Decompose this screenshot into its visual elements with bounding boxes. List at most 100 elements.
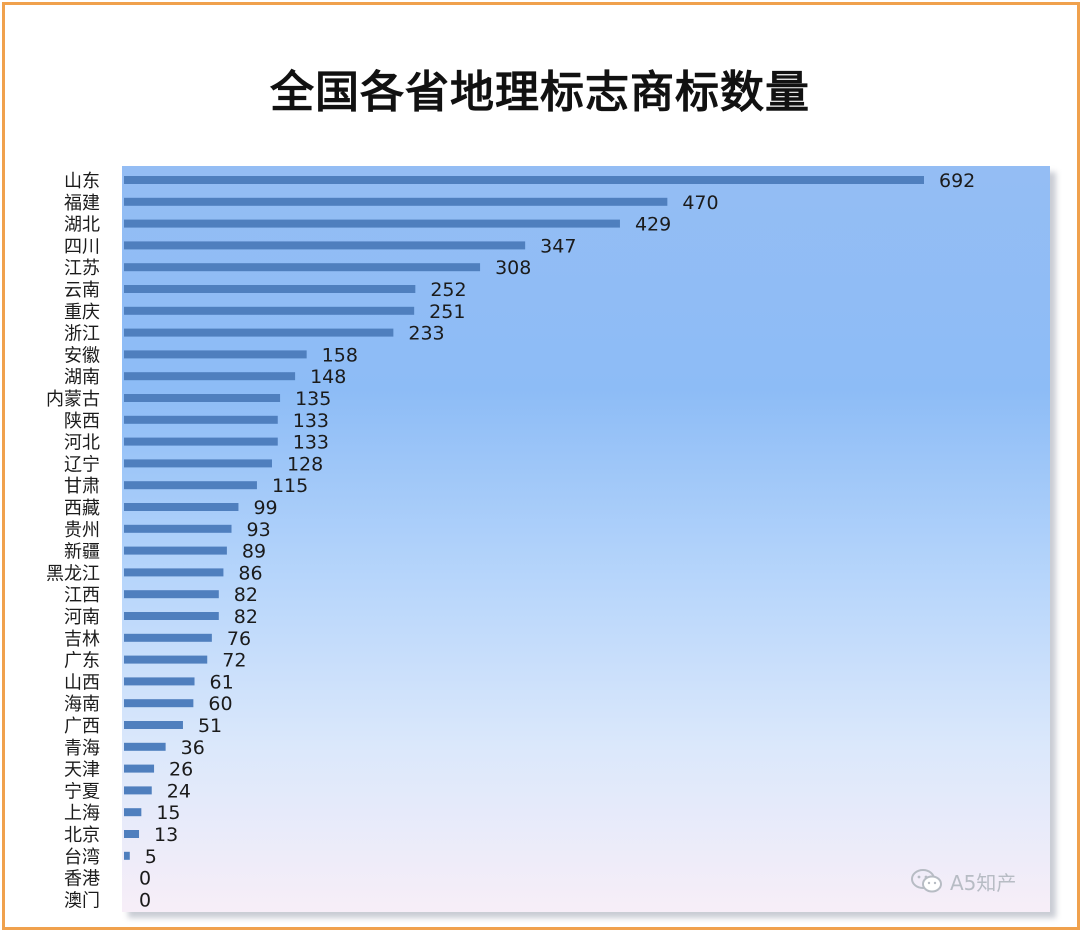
category-label: 福建 <box>64 193 100 214</box>
data-label: 158 <box>322 344 358 366</box>
category-label: 安徽 <box>64 345 100 366</box>
data-label: 308 <box>495 257 531 279</box>
bar <box>124 241 526 250</box>
category-label: 西藏 <box>64 498 100 519</box>
data-label: 76 <box>227 628 251 650</box>
data-label: 133 <box>293 410 329 432</box>
bar <box>124 176 924 184</box>
bar <box>124 546 227 555</box>
category-label: 新疆 <box>64 542 100 563</box>
watermark-text: A5知产 <box>950 870 1017 895</box>
data-label: 251 <box>429 301 465 323</box>
bar <box>124 285 416 293</box>
category-label: 陕西 <box>64 411 100 432</box>
bar <box>124 524 232 533</box>
bar <box>124 590 219 599</box>
bar <box>124 328 394 337</box>
category-label: 宁夏 <box>64 781 100 802</box>
bar <box>124 633 212 642</box>
data-label: 429 <box>635 214 671 236</box>
bar <box>124 742 166 751</box>
bar <box>124 394 281 402</box>
bar <box>124 677 195 686</box>
category-label: 辽宁 <box>64 454 100 475</box>
bar <box>124 786 152 795</box>
data-label: 5 <box>145 846 157 868</box>
category-label: 江西 <box>64 585 100 606</box>
category-label: 湖南 <box>64 367 100 388</box>
bar <box>124 655 208 664</box>
category-label: 澳门 <box>64 890 100 911</box>
data-label: 36 <box>181 737 205 759</box>
wechat-icon <box>911 869 942 893</box>
data-label: 61 <box>210 671 234 693</box>
bar <box>124 306 415 315</box>
bar <box>124 350 307 359</box>
data-label: 133 <box>293 432 329 454</box>
category-label: 吉林 <box>64 629 100 650</box>
bar <box>124 503 239 511</box>
bar <box>124 263 481 272</box>
data-label: 115 <box>272 475 308 497</box>
data-label: 26 <box>169 759 193 781</box>
bar <box>124 764 155 773</box>
category-label: 上海 <box>64 803 100 824</box>
category-label: 云南 <box>64 280 100 301</box>
bar <box>124 197 668 206</box>
category-label: 内蒙古 <box>46 389 100 410</box>
bar <box>124 699 194 708</box>
category-label: 江苏 <box>64 258 100 279</box>
category-label: 香港 <box>64 869 100 890</box>
data-label: 0 <box>139 868 151 890</box>
bar <box>124 830 140 838</box>
bar <box>124 437 278 446</box>
category-label: 河南 <box>64 607 100 628</box>
bar <box>124 721 183 729</box>
category-label: 广东 <box>64 651 100 672</box>
data-label: 51 <box>198 715 222 737</box>
data-label: 99 <box>253 497 277 519</box>
data-label: 24 <box>167 780 191 802</box>
data-label: 13 <box>154 824 178 846</box>
data-label: 148 <box>310 366 346 388</box>
watermark: A5知产 <box>910 866 1016 896</box>
data-label: 470 <box>682 192 718 214</box>
bar <box>124 808 142 817</box>
bar <box>124 459 272 468</box>
data-label: 252 <box>430 279 466 301</box>
data-label: 82 <box>234 606 258 628</box>
bar <box>124 612 219 620</box>
data-label: 15 <box>156 802 180 824</box>
category-label: 台湾 <box>64 847 100 868</box>
data-label: 72 <box>222 650 246 672</box>
bar <box>124 568 224 577</box>
data-label: 89 <box>242 541 266 563</box>
category-label: 重庆 <box>64 302 100 323</box>
data-label: 93 <box>247 519 271 541</box>
data-label: 347 <box>540 235 576 257</box>
category-label: 广西 <box>64 716 100 737</box>
chart-title: 全国各省地理标志商标数量 <box>270 67 810 118</box>
category-label: 甘肃 <box>64 476 100 497</box>
bar <box>124 851 130 860</box>
category-label: 青海 <box>64 738 100 759</box>
category-label: 四川 <box>64 236 100 257</box>
category-label: 河北 <box>64 433 100 454</box>
data-label: 128 <box>287 453 323 475</box>
bar <box>124 415 278 424</box>
data-label: 82 <box>234 584 258 606</box>
data-label: 233 <box>408 323 444 345</box>
category-label: 浙江 <box>64 324 100 345</box>
category-label: 天津 <box>64 760 100 781</box>
category-label: 湖北 <box>64 215 100 236</box>
category-label: 山东 <box>64 171 100 192</box>
data-label: 86 <box>238 562 262 584</box>
category-label: 海南 <box>64 694 100 715</box>
category-label: 山西 <box>64 672 100 693</box>
category-label: 贵州 <box>64 520 100 541</box>
bar <box>124 481 257 490</box>
category-label: 黑龙江 <box>46 563 100 584</box>
bar <box>124 219 620 228</box>
bar <box>124 372 296 381</box>
